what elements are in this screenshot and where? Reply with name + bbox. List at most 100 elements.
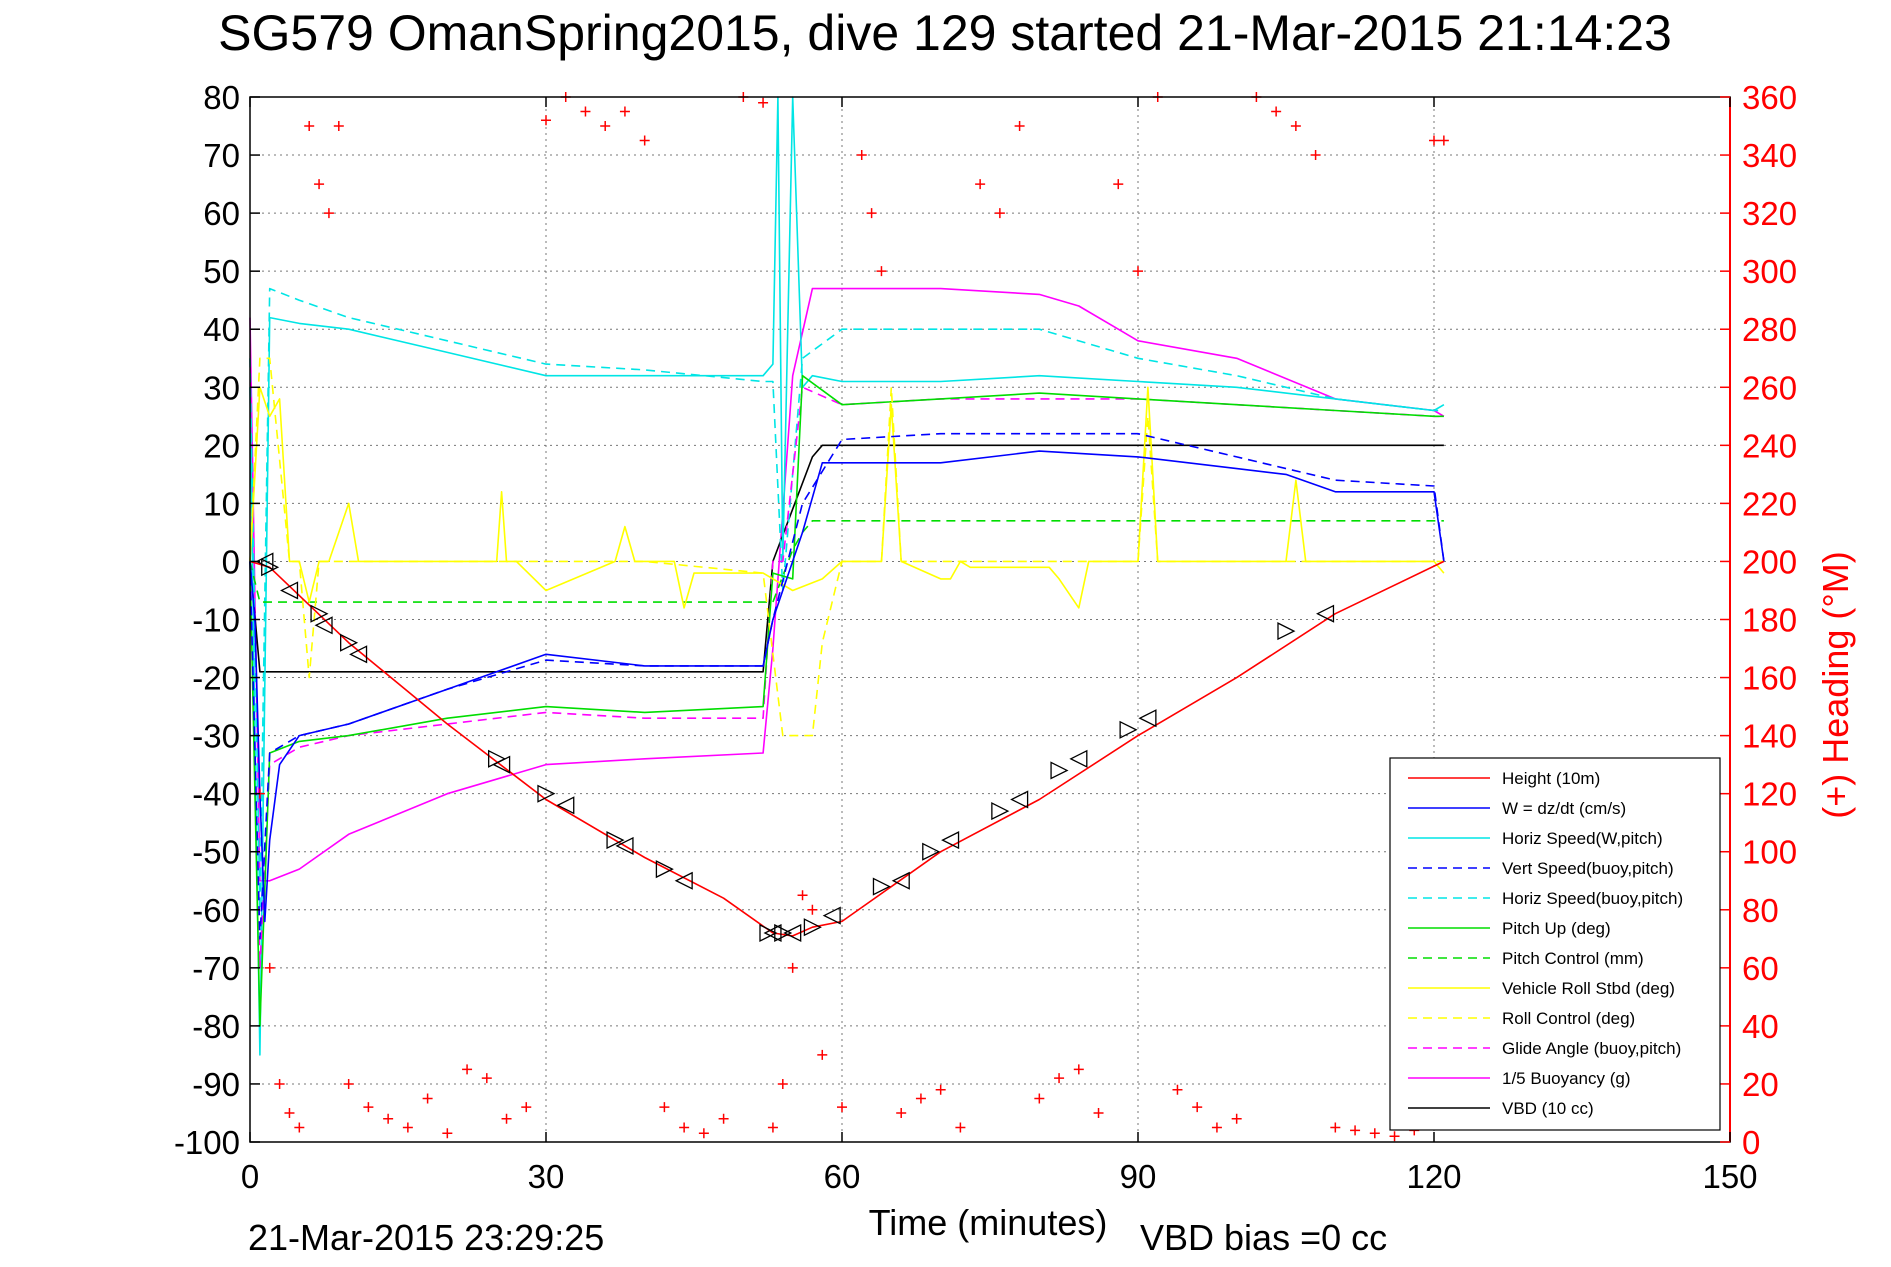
y-tick-label: -90 <box>192 1066 240 1103</box>
legend-label: Horiz Speed(W,pitch) <box>1502 829 1663 848</box>
triangle-marker <box>1050 761 1069 780</box>
heading-point <box>343 1078 354 1089</box>
triangle-marker <box>803 918 822 937</box>
series-line-4 <box>249 287 1444 911</box>
y-right-tick-label: 220 <box>1742 485 1797 522</box>
heading-point <box>1054 1073 1065 1084</box>
heading-point <box>807 904 818 915</box>
x-tick-label: 60 <box>824 1158 861 1195</box>
heading-point <box>619 106 630 117</box>
heading-point <box>521 1102 532 1113</box>
heading-point <box>1211 1122 1222 1133</box>
heading-point <box>797 890 808 901</box>
legend: Height (10m) W = dz/dt (cm/s) Horiz Speed(… <box>1389 757 1721 1131</box>
series-line-3 <box>249 432 1445 940</box>
heading-point <box>284 1107 295 1118</box>
heading-point <box>915 1093 926 1104</box>
heading-point <box>718 1113 729 1124</box>
footer-vbd-bias: VBD bias =0 cc <box>1140 1217 1387 1258</box>
heading-point <box>659 1102 670 1113</box>
y-right-tick-label: 120 <box>1742 776 1797 813</box>
y-tick-label: -30 <box>192 718 240 755</box>
legend-label: Pitch Up (deg) <box>1502 919 1611 938</box>
heading-point <box>383 1113 394 1124</box>
triangle-marker <box>991 802 1010 821</box>
triangle-marker <box>872 877 891 896</box>
y-right-tick-label: 280 <box>1742 311 1797 348</box>
legend-label: Roll Control (deg) <box>1502 1009 1635 1028</box>
y-right-tick-label: 300 <box>1742 253 1797 290</box>
triangle-marker <box>1277 622 1296 641</box>
heading-point <box>1192 1102 1203 1113</box>
triangle-marker <box>349 645 368 664</box>
heading-point <box>837 1102 847 1113</box>
heading-point <box>639 135 650 146</box>
heading-point <box>975 179 986 190</box>
y-tick-label: 50 <box>203 253 240 290</box>
y-right-tick-label: 160 <box>1742 660 1797 697</box>
heading-point <box>1034 1093 1045 1104</box>
heading-point <box>1133 266 1143 277</box>
heading-point <box>462 1064 473 1075</box>
legend-label: Horiz Speed(buoy,pitch) <box>1502 889 1683 908</box>
triangle-marker <box>255 552 274 571</box>
y-right-tick-label: 360 <box>1742 79 1797 116</box>
y-right-tick-label: 240 <box>1742 427 1797 464</box>
y-right-tick-label: 340 <box>1742 137 1797 174</box>
heading-point <box>363 1102 374 1113</box>
legend-label: Height (10m) <box>1502 769 1600 788</box>
triangle-marker <box>891 871 910 890</box>
heading-point <box>442 1128 453 1139</box>
heading-point <box>866 208 877 219</box>
y-right-tick-label: 320 <box>1742 195 1797 232</box>
legend-label: Vehicle Roll Stbd (deg) <box>1502 979 1675 998</box>
legend-label: Pitch Control (mm) <box>1502 949 1644 968</box>
triangle-marker <box>763 923 782 943</box>
heading-point <box>698 1128 709 1139</box>
heading-point <box>1429 135 1439 146</box>
y-tick-label: 20 <box>203 427 240 464</box>
triangle-marker <box>655 860 674 879</box>
legend-label: Vert Speed(buoy,pitch) <box>1502 859 1674 878</box>
heading-point <box>955 1122 966 1133</box>
heading-point <box>679 1122 690 1133</box>
heading-point <box>501 1113 512 1124</box>
series-line-6 <box>249 519 1444 603</box>
triangle-marker <box>310 604 329 623</box>
heading-point <box>1073 1064 1084 1075</box>
y-right-tick-label: 180 <box>1742 602 1797 639</box>
heading-layer <box>254 92 1449 1142</box>
y-tick-label: -80 <box>192 1008 240 1045</box>
series-line-1 <box>249 450 1445 923</box>
y-right-tick-label: 80 <box>1742 892 1779 929</box>
chart-title: SG579 OmanSpring2015, dive 129 started 2… <box>218 5 1672 61</box>
series-line-8 <box>249 357 1444 737</box>
heading-point <box>314 179 325 190</box>
heading-point <box>1271 106 1282 117</box>
heading-point <box>304 121 315 132</box>
heading-point <box>1389 1131 1400 1142</box>
heading-point <box>1369 1128 1380 1139</box>
triangle-marker <box>774 923 793 943</box>
series-line-5 <box>249 374 1444 1027</box>
y-tick-label: -70 <box>192 950 240 987</box>
triangle-marker <box>674 871 693 890</box>
heading-point <box>856 150 867 161</box>
y-tick-label: 70 <box>203 137 240 174</box>
y-right-tick-label: 100 <box>1742 834 1797 871</box>
triangle-marker <box>941 831 960 850</box>
y-right-tick-label: 140 <box>1742 718 1797 755</box>
footer-timestamp: 21-Mar-2015 23:29:25 <box>248 1217 604 1258</box>
x-tick-label: 0 <box>241 1158 259 1195</box>
triangle-marker <box>759 923 778 943</box>
triangle-marker <box>314 616 333 635</box>
triangle-marker <box>556 796 575 815</box>
y-right-tick-label: 60 <box>1742 950 1779 987</box>
triangle-marker <box>1119 720 1138 739</box>
heading-point <box>1093 1107 1104 1118</box>
x-tick-label: 30 <box>528 1158 565 1195</box>
series-layer <box>249 96 1445 1056</box>
y-tick-label: 30 <box>203 369 240 406</box>
series-line-10 <box>249 287 1445 882</box>
triangle-marker <box>340 633 359 652</box>
